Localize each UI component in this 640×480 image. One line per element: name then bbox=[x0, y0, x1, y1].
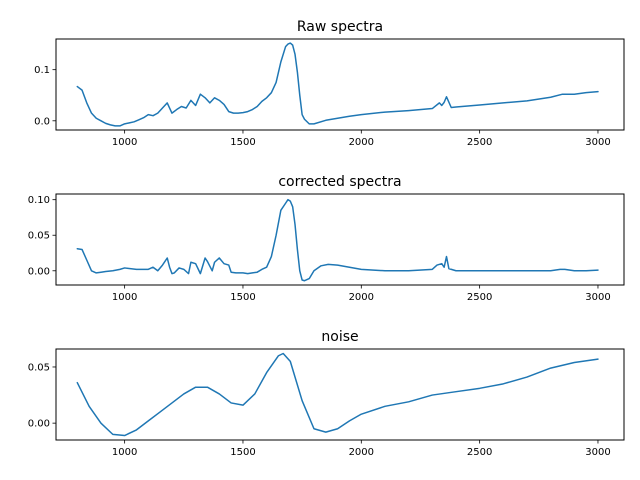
y-tick-label: 0.00 bbox=[28, 266, 50, 277]
x-tick-label: 2500 bbox=[467, 447, 492, 458]
y-tick-label: 0.00 bbox=[28, 419, 50, 430]
x-tick-label: 1500 bbox=[230, 447, 255, 458]
x-tick-label: 1000 bbox=[112, 447, 137, 458]
x-tick-label: 3000 bbox=[585, 292, 610, 303]
panel-title: noise bbox=[321, 329, 358, 345]
panel-title: corrected spectra bbox=[278, 174, 401, 190]
axes-frame bbox=[55, 348, 625, 441]
y-tick-label: 0.05 bbox=[28, 362, 50, 373]
panel-title: Raw spectra bbox=[297, 19, 383, 35]
x-tick-label: 1500 bbox=[230, 137, 255, 148]
x-tick-label: 2000 bbox=[349, 447, 374, 458]
series-line bbox=[76, 42, 599, 127]
x-tick-label: 1000 bbox=[112, 137, 137, 148]
y-tick-label: 0.0 bbox=[34, 116, 50, 127]
x-tick-label: 1500 bbox=[230, 292, 255, 303]
x-tick-label: 2000 bbox=[349, 292, 374, 303]
series-line bbox=[76, 352, 599, 437]
y-tick-label: 0.05 bbox=[28, 231, 50, 242]
axes-frame bbox=[55, 38, 625, 131]
panel-noise: noise 1000 1500 2000 2500 3000 0.00 0.05 bbox=[28, 329, 625, 458]
x-tick-label: 3000 bbox=[585, 447, 610, 458]
x-tick-label: 2500 bbox=[467, 137, 492, 148]
y-tick-label: 0.1 bbox=[34, 65, 50, 76]
series-line bbox=[76, 198, 599, 282]
x-tick-label: 3000 bbox=[585, 137, 610, 148]
x-tick-label: 2000 bbox=[349, 137, 374, 148]
panel-raw-spectra: Raw spectra 1000 1500 2000 2500 3000 0.0 0.1 bbox=[34, 19, 625, 148]
y-tick-label: 0.10 bbox=[28, 195, 50, 206]
x-tick-label: 2500 bbox=[467, 292, 492, 303]
panel-corrected-spectra: corrected spectra 1000 1500 2000 2500 3000 0.… bbox=[28, 174, 625, 303]
x-tick-label: 1000 bbox=[112, 292, 137, 303]
axes-frame bbox=[55, 193, 625, 286]
